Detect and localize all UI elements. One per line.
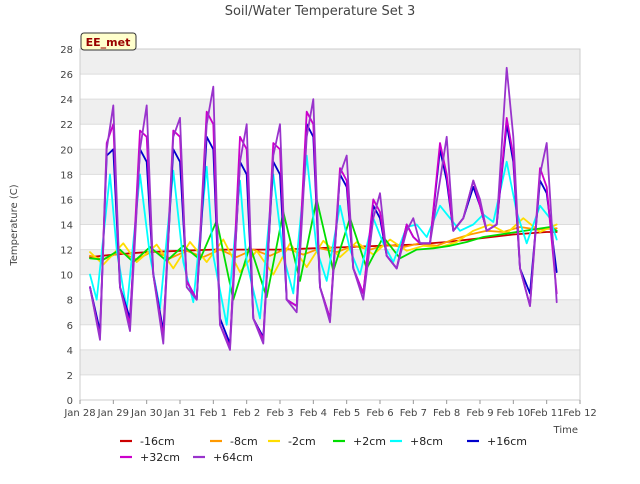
grid-band xyxy=(80,199,580,225)
x-tick-label: Feb 10 xyxy=(497,408,531,419)
plot-frame xyxy=(79,48,581,401)
y-tick-label: 0 xyxy=(67,396,73,407)
series-line-8cm xyxy=(89,154,558,326)
series-layer xyxy=(89,66,558,351)
x-tick-label: Jan 29 xyxy=(97,408,129,419)
legend-label: +8cm xyxy=(410,435,443,448)
y-tick-label: 24 xyxy=(60,95,73,106)
axes xyxy=(79,48,581,401)
station-badge: EE_met xyxy=(80,32,137,51)
legend-label: +32cm xyxy=(140,451,180,464)
x-tick-label: Feb 7 xyxy=(400,408,427,419)
legend-label: +2cm xyxy=(353,435,386,448)
station-badge-box xyxy=(80,32,137,51)
x-tick-label: Feb 11 xyxy=(530,408,564,419)
station-badge-label: EE_met xyxy=(86,36,131,49)
y-tick-label: 8 xyxy=(67,296,73,307)
legend: -16cm -8cm -2cm +2cm +8cm +16cm +32cm +64cm xyxy=(120,435,527,464)
x-tick-label: Jan 31 xyxy=(163,408,195,419)
x-axis-label: Time xyxy=(553,425,578,436)
y-tick-label: 6 xyxy=(67,321,73,332)
series-line-64cm xyxy=(89,66,558,351)
y-tick-label: 26 xyxy=(60,70,73,81)
y-tick-label: 18 xyxy=(60,170,73,181)
legend-label: +64cm xyxy=(213,451,253,464)
legend-label: -16cm xyxy=(140,435,175,448)
x-tick-label: Feb 1 xyxy=(200,408,227,419)
legend-label: -2cm xyxy=(288,435,316,448)
x-tick-label: Jan 28 xyxy=(63,408,95,419)
grid-band xyxy=(80,349,580,375)
grid-band xyxy=(80,149,580,175)
chart-title: Soil/Water Temperature Set 3 xyxy=(225,4,416,19)
x-tick-label: Feb 3 xyxy=(266,408,293,419)
legend-label: -8cm xyxy=(230,435,258,448)
legend-label: +16cm xyxy=(487,435,527,448)
y-tick-label: 28 xyxy=(60,45,73,56)
grid-band xyxy=(80,49,580,75)
y-tick-label: 16 xyxy=(60,195,73,206)
x-tick-label: Feb 6 xyxy=(366,408,393,419)
y-tick-label: 4 xyxy=(67,346,73,357)
y-axis-label: Temperature (C) xyxy=(9,184,20,266)
y-tick-label: 12 xyxy=(60,246,73,257)
y-tick-label: 14 xyxy=(60,221,73,232)
grid-band xyxy=(80,99,580,125)
x-ticks: Jan 28 Jan 29 Jan 30 Jan 31 Feb 1 Feb 2 Feb 3 F… xyxy=(63,400,597,419)
x-tick-label: Feb 4 xyxy=(300,408,327,419)
y-tick-label: 10 xyxy=(60,271,73,282)
x-tick-label: Feb 8 xyxy=(433,408,460,419)
y-tick-label: 20 xyxy=(60,145,73,156)
x-tick-label: Feb 9 xyxy=(466,408,493,419)
x-tick-label: Feb 2 xyxy=(233,408,260,419)
y-tick-label: 22 xyxy=(60,120,73,131)
x-tick-label: Feb 12 xyxy=(563,408,597,419)
x-tick-label: Feb 5 xyxy=(333,408,360,419)
y-tick-label: 2 xyxy=(67,371,73,382)
x-tick-label: Jan 30 xyxy=(130,408,162,419)
